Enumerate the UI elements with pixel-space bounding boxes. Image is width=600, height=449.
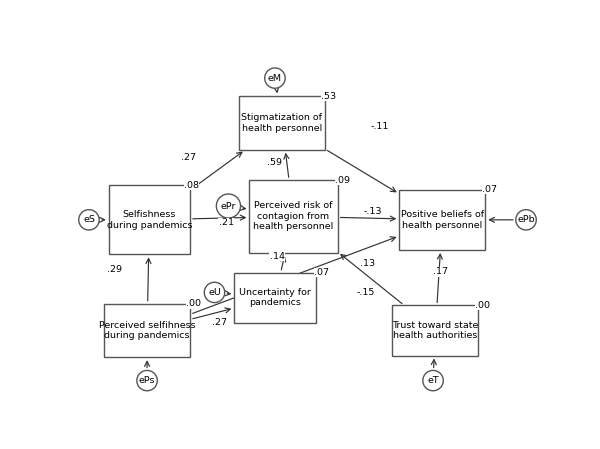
Ellipse shape — [265, 68, 285, 88]
FancyBboxPatch shape — [239, 96, 325, 150]
Text: .53: .53 — [321, 92, 336, 101]
Text: .08: .08 — [184, 181, 199, 190]
Text: eM: eM — [268, 74, 282, 83]
Ellipse shape — [423, 370, 443, 391]
Text: -.11: -.11 — [370, 122, 389, 131]
Text: -.15: -.15 — [356, 288, 375, 297]
Text: ePr: ePr — [221, 202, 236, 211]
Text: Perceived risk of
contagion from
health personnel: Perceived risk of contagion from health … — [253, 202, 334, 231]
Text: ePs: ePs — [139, 376, 155, 385]
Text: eS: eS — [83, 216, 95, 224]
Ellipse shape — [79, 210, 99, 230]
Text: .07: .07 — [314, 268, 329, 277]
FancyBboxPatch shape — [234, 273, 316, 323]
Text: Selfishness
during pandemics: Selfishness during pandemics — [107, 210, 192, 229]
Text: .09: .09 — [335, 176, 350, 185]
Text: .27: .27 — [212, 318, 227, 327]
Text: .07: .07 — [482, 185, 497, 194]
Text: .00: .00 — [475, 301, 490, 310]
Text: Trust toward state
health authorities: Trust toward state health authorities — [392, 321, 479, 340]
Text: .14: .14 — [270, 251, 285, 260]
Text: .17: .17 — [433, 267, 448, 276]
FancyBboxPatch shape — [400, 189, 485, 250]
Text: eU: eU — [208, 288, 221, 297]
Text: .00: .00 — [186, 299, 201, 308]
Text: .21: .21 — [218, 218, 233, 227]
Text: -.13: -.13 — [364, 207, 382, 216]
Text: Positive beliefs of
health personnel: Positive beliefs of health personnel — [401, 210, 484, 229]
FancyBboxPatch shape — [392, 305, 478, 356]
FancyBboxPatch shape — [109, 185, 190, 255]
Text: .27: .27 — [181, 153, 196, 162]
Text: ePb: ePb — [517, 216, 535, 224]
Text: Perceived selfihness
during pandemics: Perceived selfihness during pandemics — [99, 321, 196, 340]
Ellipse shape — [137, 370, 157, 391]
Text: eT: eT — [427, 376, 439, 385]
Ellipse shape — [204, 282, 225, 303]
FancyBboxPatch shape — [104, 304, 190, 357]
Ellipse shape — [516, 210, 536, 230]
Ellipse shape — [217, 194, 241, 218]
FancyBboxPatch shape — [250, 180, 338, 253]
Text: Stigmatization of
health personnel: Stigmatization of health personnel — [241, 113, 322, 133]
Text: .29: .29 — [107, 265, 122, 274]
Text: Uncertainty for
pandemics: Uncertainty for pandemics — [239, 288, 311, 307]
Text: .59: .59 — [268, 158, 283, 167]
Text: .13: .13 — [361, 259, 376, 268]
